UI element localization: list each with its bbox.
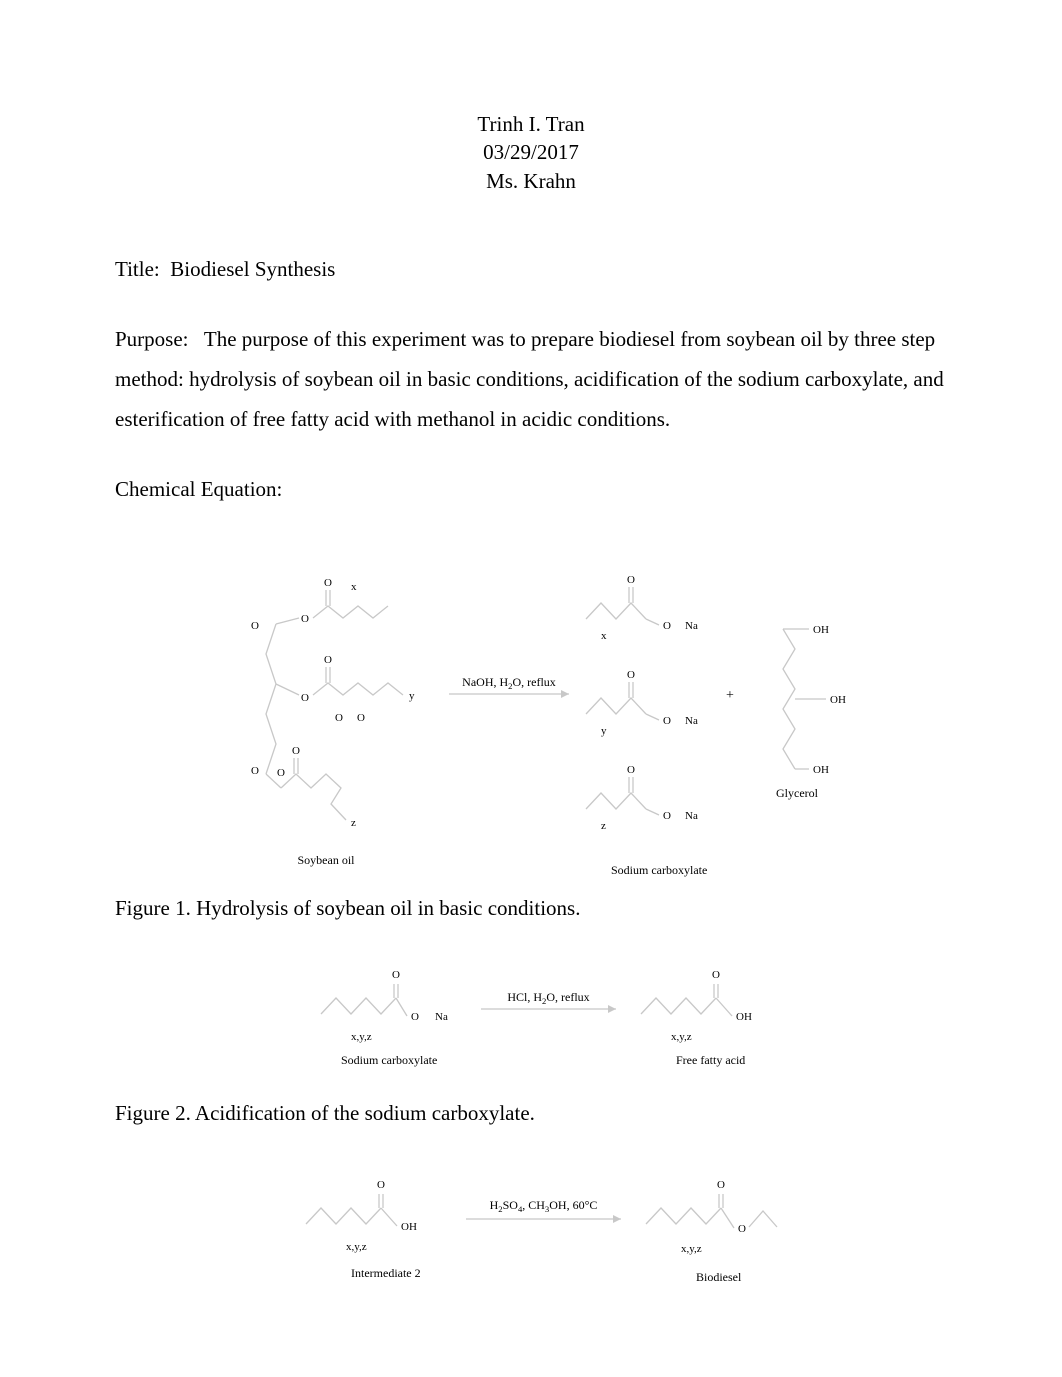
- svg-text:O: O: [324, 654, 332, 666]
- svg-text:OH: OH: [813, 764, 829, 776]
- svg-text:O: O: [324, 577, 332, 589]
- purpose-text: The purpose of this experiment was to pr…: [115, 327, 944, 431]
- purpose-label: Purpose:: [115, 327, 189, 351]
- chem-eq-label: Chemical Equation:: [115, 470, 947, 510]
- svg-text:Sodium carboxylate: Sodium carboxylate: [341, 1053, 437, 1067]
- svg-text:x,y,z: x,y,z: [671, 1031, 692, 1043]
- date-line: 03/29/2017: [115, 138, 947, 166]
- svg-text:Biodiesel: Biodiesel: [696, 1270, 742, 1284]
- author-line: Trinh I. Tran: [115, 110, 947, 138]
- figure-3: O OH x,y,z Intermediate 2 H2SO4, CH3OH, 60°C…: [115, 1159, 947, 1299]
- svg-text:OH: OH: [813, 624, 829, 636]
- svg-text:O: O: [663, 620, 671, 632]
- purpose-row: Purpose: The purpose of this experiment …: [115, 320, 947, 440]
- svg-text:z: z: [601, 820, 606, 832]
- svg-text:O: O: [335, 712, 343, 724]
- svg-text:y: y: [601, 725, 607, 737]
- svg-text:Sodium carboxylate: Sodium carboxylate: [611, 863, 707, 877]
- svg-text:O: O: [251, 620, 259, 632]
- figure-2-svg: O O Na x,y,z Sodium carboxylate HCl, H2O, ref…: [251, 954, 811, 1084]
- svg-text:Na: Na: [685, 810, 698, 822]
- svg-text:O: O: [392, 969, 400, 981]
- figure-1-svg: OOOOxOOyOOOzOSoybean oilNaOH, H2O, reflu…: [181, 519, 881, 879]
- figure-2-caption: Figure 2. Acidification of the sodium ca…: [115, 1094, 947, 1134]
- svg-text:O: O: [712, 969, 720, 981]
- svg-text:O: O: [301, 613, 309, 625]
- svg-text:Glycerol: Glycerol: [776, 786, 819, 800]
- svg-text:O: O: [301, 692, 309, 704]
- svg-text:z: z: [351, 817, 356, 829]
- svg-text:O: O: [277, 767, 285, 779]
- instructor-line: Ms. Krahn: [115, 167, 947, 195]
- svg-text:O: O: [738, 1223, 746, 1235]
- svg-text:y: y: [409, 690, 415, 702]
- page: Trinh I. Tran 03/29/2017 Ms. Krahn Title…: [0, 0, 1062, 1377]
- title-text: Biodiesel Synthesis: [170, 257, 335, 281]
- svg-text:O: O: [663, 715, 671, 727]
- svg-text:OH: OH: [401, 1221, 417, 1233]
- svg-text:x: x: [351, 581, 357, 593]
- svg-text:HCl, H2O, reflux: HCl, H2O, reflux: [507, 990, 589, 1006]
- svg-text:Soybean oil: Soybean oil: [298, 853, 356, 867]
- svg-text:O: O: [627, 669, 635, 681]
- figure-1-caption: Figure 1. Hydrolysis of soybean oil in b…: [115, 889, 947, 929]
- figure-1: OOOOxOOyOOOzOSoybean oilNaOH, H2O, reflu…: [115, 519, 947, 879]
- svg-text:x,y,z: x,y,z: [681, 1243, 702, 1255]
- svg-text:O: O: [627, 764, 635, 776]
- document-header: Trinh I. Tran 03/29/2017 Ms. Krahn: [115, 110, 947, 195]
- svg-text:O: O: [627, 574, 635, 586]
- title-label: Title:: [115, 257, 160, 281]
- svg-text:OH: OH: [736, 1011, 752, 1023]
- svg-text:Free fatty acid: Free fatty acid: [676, 1053, 745, 1067]
- figure-3-svg: O OH x,y,z Intermediate 2 H2SO4, CH3OH, 60°C…: [251, 1159, 811, 1299]
- svg-text:O: O: [292, 745, 300, 757]
- svg-text:O: O: [357, 712, 365, 724]
- svg-text:x,y,z: x,y,z: [346, 1241, 367, 1253]
- svg-text:O: O: [377, 1179, 385, 1191]
- svg-text:O: O: [663, 810, 671, 822]
- svg-text:Na: Na: [685, 620, 698, 632]
- svg-text:NaOH, H2O, reflux: NaOH, H2O, reflux: [462, 675, 556, 691]
- svg-text:Intermediate 2: Intermediate 2: [351, 1266, 421, 1280]
- svg-text:H2SO4, CH3OH, 60°C: H2SO4, CH3OH, 60°C: [490, 1198, 598, 1214]
- svg-text:x,y,z: x,y,z: [351, 1031, 372, 1043]
- title-row: Title: Biodiesel Synthesis: [115, 250, 947, 290]
- svg-text:OH: OH: [830, 694, 846, 706]
- svg-text:+: +: [726, 688, 734, 703]
- svg-text:Na: Na: [435, 1011, 448, 1023]
- svg-text:Na: Na: [685, 715, 698, 727]
- svg-text:x: x: [601, 630, 607, 642]
- svg-text:O: O: [251, 765, 259, 777]
- svg-text:O: O: [411, 1011, 419, 1023]
- figure-2: O O Na x,y,z Sodium carboxylate HCl, H2O, ref…: [115, 954, 947, 1084]
- svg-text:O: O: [717, 1179, 725, 1191]
